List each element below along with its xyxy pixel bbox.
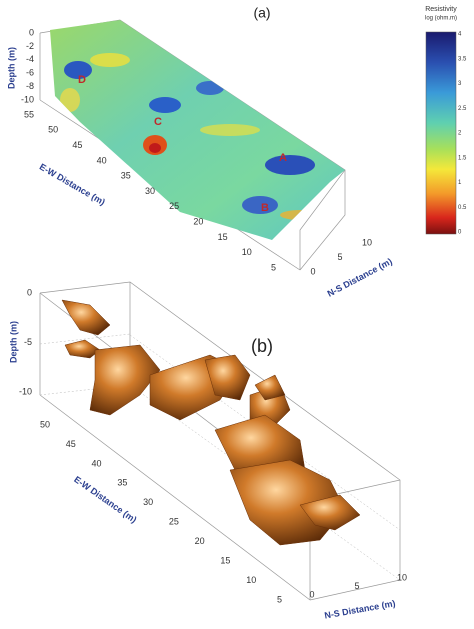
colorbar: Resistivity log (ohm.m) — [425, 6, 457, 235]
tick-label: 35 — [117, 478, 127, 488]
tick-label: -6 — [26, 68, 34, 78]
colorbar-tick: 4 — [458, 32, 462, 38]
tick-label: 5 — [271, 262, 276, 272]
tick-label: 5 — [354, 581, 359, 591]
tick-label: 0 — [309, 589, 314, 599]
tick-label: 45 — [66, 439, 76, 449]
tick-label: 35 — [121, 171, 131, 181]
tick-label: 50 — [40, 419, 50, 429]
tick-label: 5 — [277, 594, 282, 604]
ns-axis-label: N-S Distance (m) — [324, 598, 397, 620]
annotation: B — [261, 202, 269, 214]
annotation: A — [279, 152, 287, 164]
tick-label: 5 — [337, 252, 342, 262]
tick-label: 15 — [218, 232, 228, 242]
tick-label: -10 — [19, 386, 32, 396]
resistivity-slice — [50, 20, 345, 240]
tick-label: 0 — [29, 27, 34, 37]
colorbar-gradient — [425, 31, 457, 235]
tick-label: -10 — [21, 94, 34, 104]
colorbar-tick: 0 — [458, 230, 462, 236]
tick-label: 50 — [48, 125, 58, 135]
panel-label: (b) — [251, 336, 273, 356]
depth-axis-label: Depth (m) — [6, 47, 16, 89]
colorbar-title: Resistivity — [425, 6, 457, 13]
tick-label: -5 — [24, 337, 32, 347]
tick-label: 40 — [97, 155, 107, 165]
tick-label: 0 — [310, 266, 315, 276]
tick-label: 10 — [362, 237, 372, 247]
annotation: C — [154, 116, 162, 128]
colorbar-tick: 3 — [458, 81, 462, 87]
colorbar-tick: 2 — [458, 131, 462, 137]
tick-label: 10 — [246, 575, 256, 585]
tick-label: 20 — [195, 536, 205, 546]
tick-label: 40 — [92, 458, 102, 468]
tick-label: 55 — [24, 109, 34, 119]
tick-label: 20 — [193, 216, 203, 226]
tick-label: 45 — [72, 140, 82, 150]
annotation: D — [78, 74, 86, 86]
tick-label: -2 — [26, 41, 34, 51]
colorbar-tick: 3.5 — [458, 56, 467, 62]
colorbar-tick: 2.5 — [458, 106, 467, 112]
tick-label: 15 — [220, 555, 230, 565]
tick-label: 10 — [242, 247, 252, 257]
colorbar-unit: log (ohm.m) — [425, 16, 457, 22]
depth-axis-label: Depth (m) — [8, 321, 18, 363]
colorbar-tick: 0.5 — [458, 205, 467, 211]
tick-label: -8 — [26, 81, 34, 91]
tick-label: 0 — [27, 287, 32, 297]
tick-label: 30 — [145, 186, 155, 196]
colorbar-tick: 1 — [458, 180, 462, 186]
ns-axis-label: N-S Distance (m) — [326, 256, 394, 299]
tick-label: 10 — [397, 572, 407, 582]
ew-axis-label: E-W Distance (m) — [38, 162, 107, 208]
panel-label: (a) — [253, 5, 270, 21]
tick-label: -4 — [26, 54, 34, 64]
colorbar-tick: 1.5 — [458, 155, 467, 161]
isosurface — [61, 299, 361, 546]
tick-label: 25 — [169, 517, 179, 527]
tick-label: 30 — [143, 497, 153, 507]
tick-label: 25 — [169, 201, 179, 211]
ew-axis-label: E-W Distance (m) — [72, 474, 138, 525]
